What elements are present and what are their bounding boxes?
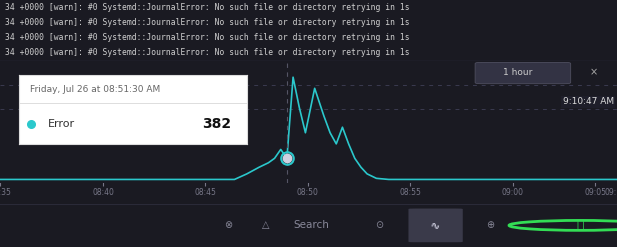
Text: 09:00: 09:00 (502, 188, 524, 197)
FancyBboxPatch shape (408, 208, 463, 242)
Text: △: △ (262, 220, 269, 230)
Text: 08:50: 08:50 (297, 188, 319, 197)
Text: Friday, Jul 26 at 08:51:30 AM: Friday, Jul 26 at 08:51:30 AM (30, 85, 160, 94)
Text: Search: Search (294, 220, 329, 230)
Text: ×: × (590, 67, 598, 77)
Text: 1 hour: 1 hour (503, 68, 532, 77)
Text: ⊗: ⊗ (224, 220, 233, 230)
Text: ⏸: ⏸ (576, 219, 584, 232)
Text: ∿: ∿ (431, 220, 441, 230)
Text: ⊙: ⊙ (375, 220, 384, 230)
Text: 34 +0000 [warn]: #0 Systemd::JournalError: No such file or directory retrying in: 34 +0000 [warn]: #0 Systemd::JournalErro… (5, 48, 410, 58)
Text: 09:05: 09:05 (584, 188, 607, 197)
Text: Error: Error (48, 120, 75, 129)
Text: 34 +0000 [warn]: #0 Systemd::JournalError: No such file or directory retrying in: 34 +0000 [warn]: #0 Systemd::JournalErro… (5, 3, 410, 12)
Text: 08:55: 08:55 (399, 188, 421, 197)
Text: 9:10:47 AM: 9:10:47 AM (563, 97, 614, 106)
Text: 09:: 09: (605, 188, 617, 197)
Text: 08:45: 08:45 (194, 188, 217, 197)
Text: 382: 382 (202, 118, 231, 131)
Text: ⊕: ⊕ (486, 220, 495, 230)
Text: 08:40: 08:40 (92, 188, 114, 197)
Text: 34 +0000 [warn]: #0 Systemd::JournalError: No such file or directory retrying in: 34 +0000 [warn]: #0 Systemd::JournalErro… (5, 33, 410, 42)
Text: 34 +0000 [warn]: #0 Systemd::JournalError: No such file or directory retrying in: 34 +0000 [warn]: #0 Systemd::JournalErro… (5, 18, 410, 27)
Text: 08:35: 08:35 (0, 188, 11, 197)
Text: ∿: ∿ (430, 220, 440, 230)
FancyBboxPatch shape (475, 62, 571, 84)
